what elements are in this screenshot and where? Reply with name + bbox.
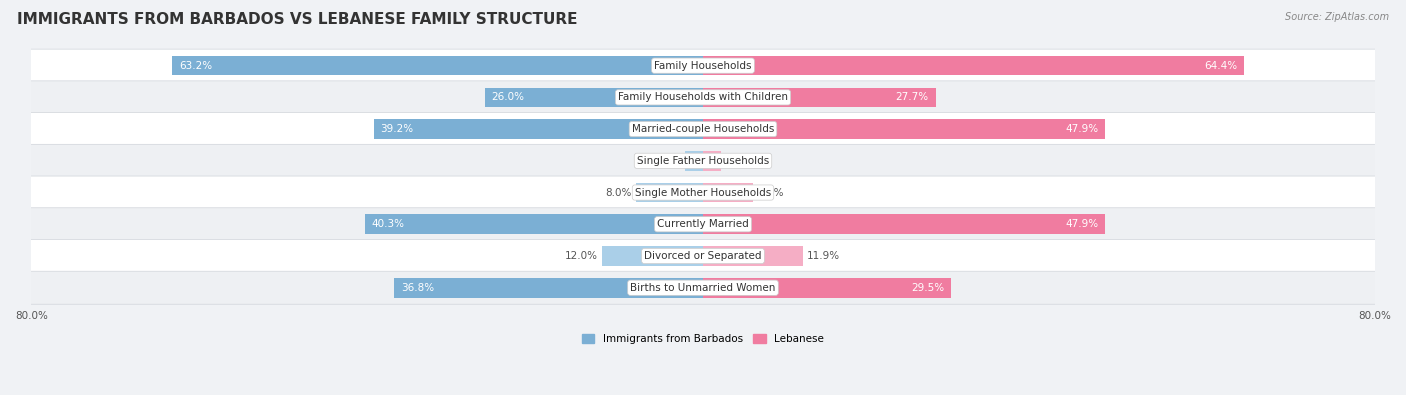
Text: 5.9%: 5.9%: [756, 188, 783, 198]
FancyBboxPatch shape: [22, 81, 1384, 114]
Text: Source: ZipAtlas.com: Source: ZipAtlas.com: [1285, 12, 1389, 22]
Text: Family Households: Family Households: [654, 61, 752, 71]
Bar: [703, 246, 803, 266]
Text: 64.4%: 64.4%: [1204, 61, 1237, 71]
FancyBboxPatch shape: [22, 239, 1384, 273]
Text: 2.1%: 2.1%: [725, 156, 751, 166]
Text: 29.5%: 29.5%: [911, 283, 943, 293]
Text: 26.0%: 26.0%: [492, 92, 524, 102]
Text: 36.8%: 36.8%: [401, 283, 434, 293]
Text: 63.2%: 63.2%: [179, 61, 212, 71]
FancyBboxPatch shape: [22, 144, 1384, 177]
FancyBboxPatch shape: [22, 176, 1384, 209]
Bar: [703, 56, 1244, 75]
Bar: [173, 56, 703, 75]
Text: Currently Married: Currently Married: [657, 219, 749, 229]
Text: Births to Unmarried Women: Births to Unmarried Women: [630, 283, 776, 293]
Text: 27.7%: 27.7%: [896, 92, 929, 102]
Text: 2.2%: 2.2%: [654, 156, 681, 166]
Bar: [703, 183, 752, 202]
FancyBboxPatch shape: [22, 271, 1384, 304]
Text: Single Father Households: Single Father Households: [637, 156, 769, 166]
Text: 47.9%: 47.9%: [1066, 124, 1098, 134]
Text: Single Mother Households: Single Mother Households: [636, 188, 770, 198]
Legend: Immigrants from Barbados, Lebanese: Immigrants from Barbados, Lebanese: [578, 330, 828, 348]
Text: Married-couple Households: Married-couple Households: [631, 124, 775, 134]
Bar: [685, 151, 703, 171]
Bar: [703, 214, 1105, 234]
Bar: [485, 88, 703, 107]
FancyBboxPatch shape: [22, 208, 1384, 241]
Bar: [636, 183, 703, 202]
Text: 12.0%: 12.0%: [565, 251, 598, 261]
Bar: [703, 151, 721, 171]
FancyBboxPatch shape: [22, 113, 1384, 146]
Text: Family Households with Children: Family Households with Children: [619, 92, 787, 102]
Text: 11.9%: 11.9%: [807, 251, 841, 261]
Text: Divorced or Separated: Divorced or Separated: [644, 251, 762, 261]
FancyBboxPatch shape: [22, 49, 1384, 82]
Bar: [394, 278, 703, 297]
Text: 39.2%: 39.2%: [381, 124, 413, 134]
Bar: [703, 278, 950, 297]
Text: 40.3%: 40.3%: [371, 219, 405, 229]
Bar: [703, 88, 935, 107]
Bar: [374, 119, 703, 139]
Bar: [703, 119, 1105, 139]
Text: IMMIGRANTS FROM BARBADOS VS LEBANESE FAMILY STRUCTURE: IMMIGRANTS FROM BARBADOS VS LEBANESE FAM…: [17, 12, 578, 27]
Bar: [602, 246, 703, 266]
Bar: [364, 214, 703, 234]
Text: 8.0%: 8.0%: [605, 188, 631, 198]
Text: 47.9%: 47.9%: [1066, 219, 1098, 229]
